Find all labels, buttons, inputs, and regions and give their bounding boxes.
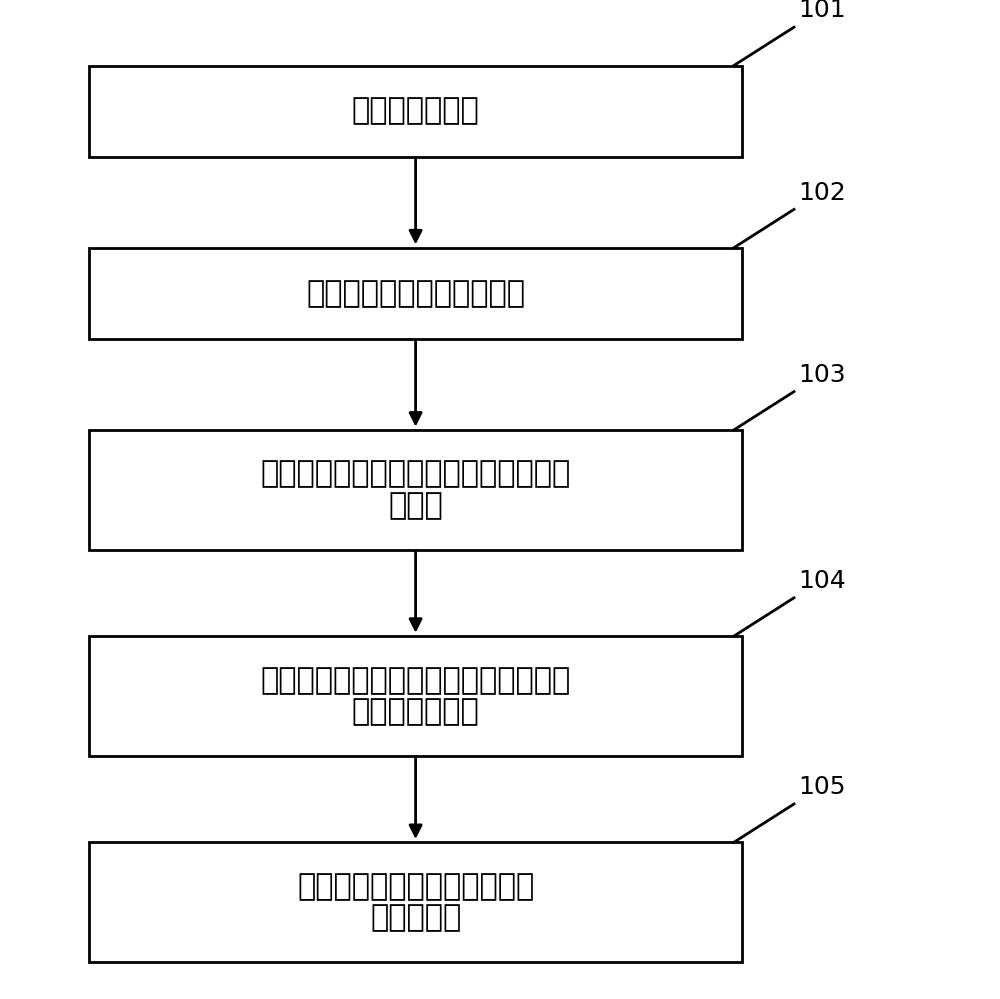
Text: 102: 102 xyxy=(798,181,846,205)
Text: 局部电子公文包: 局部电子公文包 xyxy=(352,697,479,726)
Bar xyxy=(89,66,742,157)
Bar xyxy=(89,430,742,549)
Bar xyxy=(89,842,742,962)
Bar xyxy=(89,636,742,756)
Text: 获取与业务属性词条和内容词条匹配的: 获取与业务属性词条和内容词条匹配的 xyxy=(260,665,571,694)
Text: 性词条: 性词条 xyxy=(388,492,443,520)
Text: 基于内容词条确定待处理数据的业务属: 基于内容词条确定待处理数据的业务属 xyxy=(260,460,571,489)
Text: 将待处理数据加入匹配的局部: 将待处理数据加入匹配的局部 xyxy=(297,872,534,901)
Text: 104: 104 xyxy=(798,569,846,593)
Text: 103: 103 xyxy=(798,363,846,387)
Text: 105: 105 xyxy=(798,775,846,799)
Text: 电子公文包: 电子公文包 xyxy=(370,904,461,933)
Text: 获取待处理数据: 获取待处理数据 xyxy=(352,97,479,126)
Bar xyxy=(89,248,742,339)
Text: 101: 101 xyxy=(798,0,846,22)
Text: 提取待处理数据的内容词条: 提取待处理数据的内容词条 xyxy=(306,279,525,308)
